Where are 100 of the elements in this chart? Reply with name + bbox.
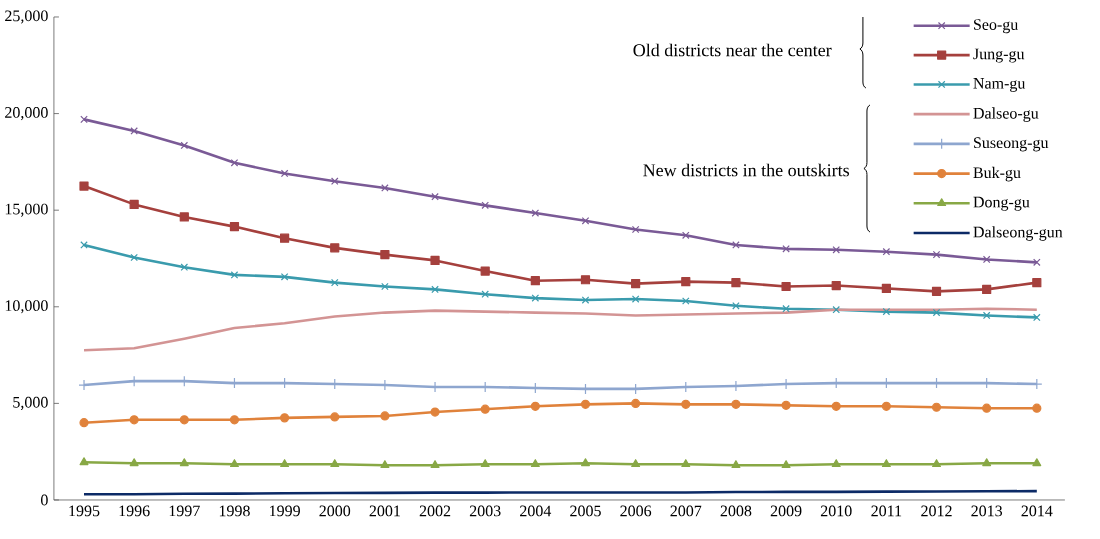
point — [230, 159, 239, 167]
point — [380, 250, 390, 260]
point — [280, 233, 290, 243]
x-tick-label: 2010 — [820, 505, 852, 517]
annotation: Old districts near the center — [633, 43, 832, 57]
point — [129, 199, 139, 209]
point — [130, 127, 138, 135]
point — [129, 415, 139, 425]
legend-label: Suseong-gu — [974, 137, 1049, 152]
legend-label: Buk-gu — [973, 166, 1021, 182]
legend-label: Nam-gu — [973, 78, 1026, 92]
x-tick-label: 2004 — [520, 505, 552, 517]
point — [781, 281, 791, 292]
point — [480, 266, 490, 276]
x-tick-label: 1998 — [219, 505, 250, 517]
point — [982, 403, 992, 413]
x-tick-label: 2012 — [921, 505, 952, 517]
x-tick-label: 2006 — [620, 505, 652, 517]
point — [180, 141, 189, 150]
point — [681, 277, 691, 287]
point — [430, 255, 440, 266]
point — [280, 459, 290, 468]
point — [631, 225, 640, 234]
legend-label: Jung-gu — [973, 48, 1025, 63]
legend-label: Dalseong-gun — [973, 226, 1063, 241]
point — [682, 297, 690, 305]
point — [631, 295, 640, 303]
point — [330, 412, 340, 422]
point — [80, 115, 88, 124]
point — [731, 399, 741, 409]
point — [530, 401, 540, 411]
point — [179, 458, 189, 467]
point — [430, 407, 440, 417]
point — [179, 212, 189, 222]
point — [581, 296, 590, 304]
point — [1032, 458, 1042, 467]
point — [480, 459, 490, 468]
point — [130, 253, 138, 262]
point — [481, 201, 489, 210]
point — [731, 460, 741, 469]
point — [931, 286, 942, 296]
point — [481, 290, 489, 299]
point — [781, 400, 791, 410]
point — [381, 282, 389, 291]
point — [982, 255, 991, 264]
point — [229, 459, 239, 468]
x-tick-label: 2007 — [670, 505, 702, 517]
point — [330, 278, 339, 287]
x-tick-label: 1995 — [69, 505, 100, 517]
y-tick-label: 20,000 — [5, 107, 48, 121]
point — [229, 222, 240, 232]
y-tick-label: 15,000 — [5, 203, 48, 217]
point — [431, 285, 439, 294]
point — [1032, 278, 1042, 288]
x-tick-label: 2001 — [369, 505, 400, 517]
y-tick-label: 25,000 — [5, 10, 48, 24]
x-tick-label: 1999 — [270, 505, 300, 517]
point — [932, 250, 941, 259]
x-tick-label: 2009 — [770, 505, 802, 517]
x-tick-label: 2011 — [871, 505, 902, 517]
point — [881, 401, 891, 411]
point — [1033, 313, 1041, 322]
point — [531, 209, 540, 217]
point — [530, 276, 540, 286]
point — [681, 399, 691, 409]
x-tick-label: 2008 — [720, 505, 752, 517]
point — [580, 458, 590, 467]
point — [79, 457, 89, 466]
point — [330, 459, 340, 468]
x-tick-label: 2013 — [971, 505, 1003, 517]
point — [881, 459, 891, 468]
point — [631, 398, 641, 408]
point — [430, 460, 440, 469]
point — [782, 245, 790, 253]
point — [79, 418, 89, 428]
y-tick-label: 0 — [41, 494, 48, 506]
point — [631, 279, 641, 289]
point — [580, 275, 591, 285]
point — [79, 181, 89, 191]
point — [280, 273, 289, 281]
point — [982, 311, 991, 320]
point — [581, 217, 590, 225]
annotation: New districts in the outskirts — [643, 163, 850, 177]
point — [982, 284, 992, 294]
point — [229, 415, 240, 425]
legend-label: Dalseo-gu — [973, 107, 1039, 122]
point — [380, 460, 390, 469]
x-tick-label: 2002 — [419, 505, 451, 517]
point — [480, 404, 490, 414]
point — [931, 402, 942, 412]
x-tick-label: 2014 — [1021, 505, 1053, 517]
point — [882, 307, 891, 316]
point — [831, 459, 841, 468]
point — [782, 304, 790, 313]
x-tick-label: 1997 — [169, 505, 200, 517]
point — [530, 459, 540, 468]
point — [230, 271, 239, 279]
point — [1033, 258, 1041, 267]
x-tick-label: 2000 — [319, 505, 351, 517]
point — [180, 263, 189, 271]
